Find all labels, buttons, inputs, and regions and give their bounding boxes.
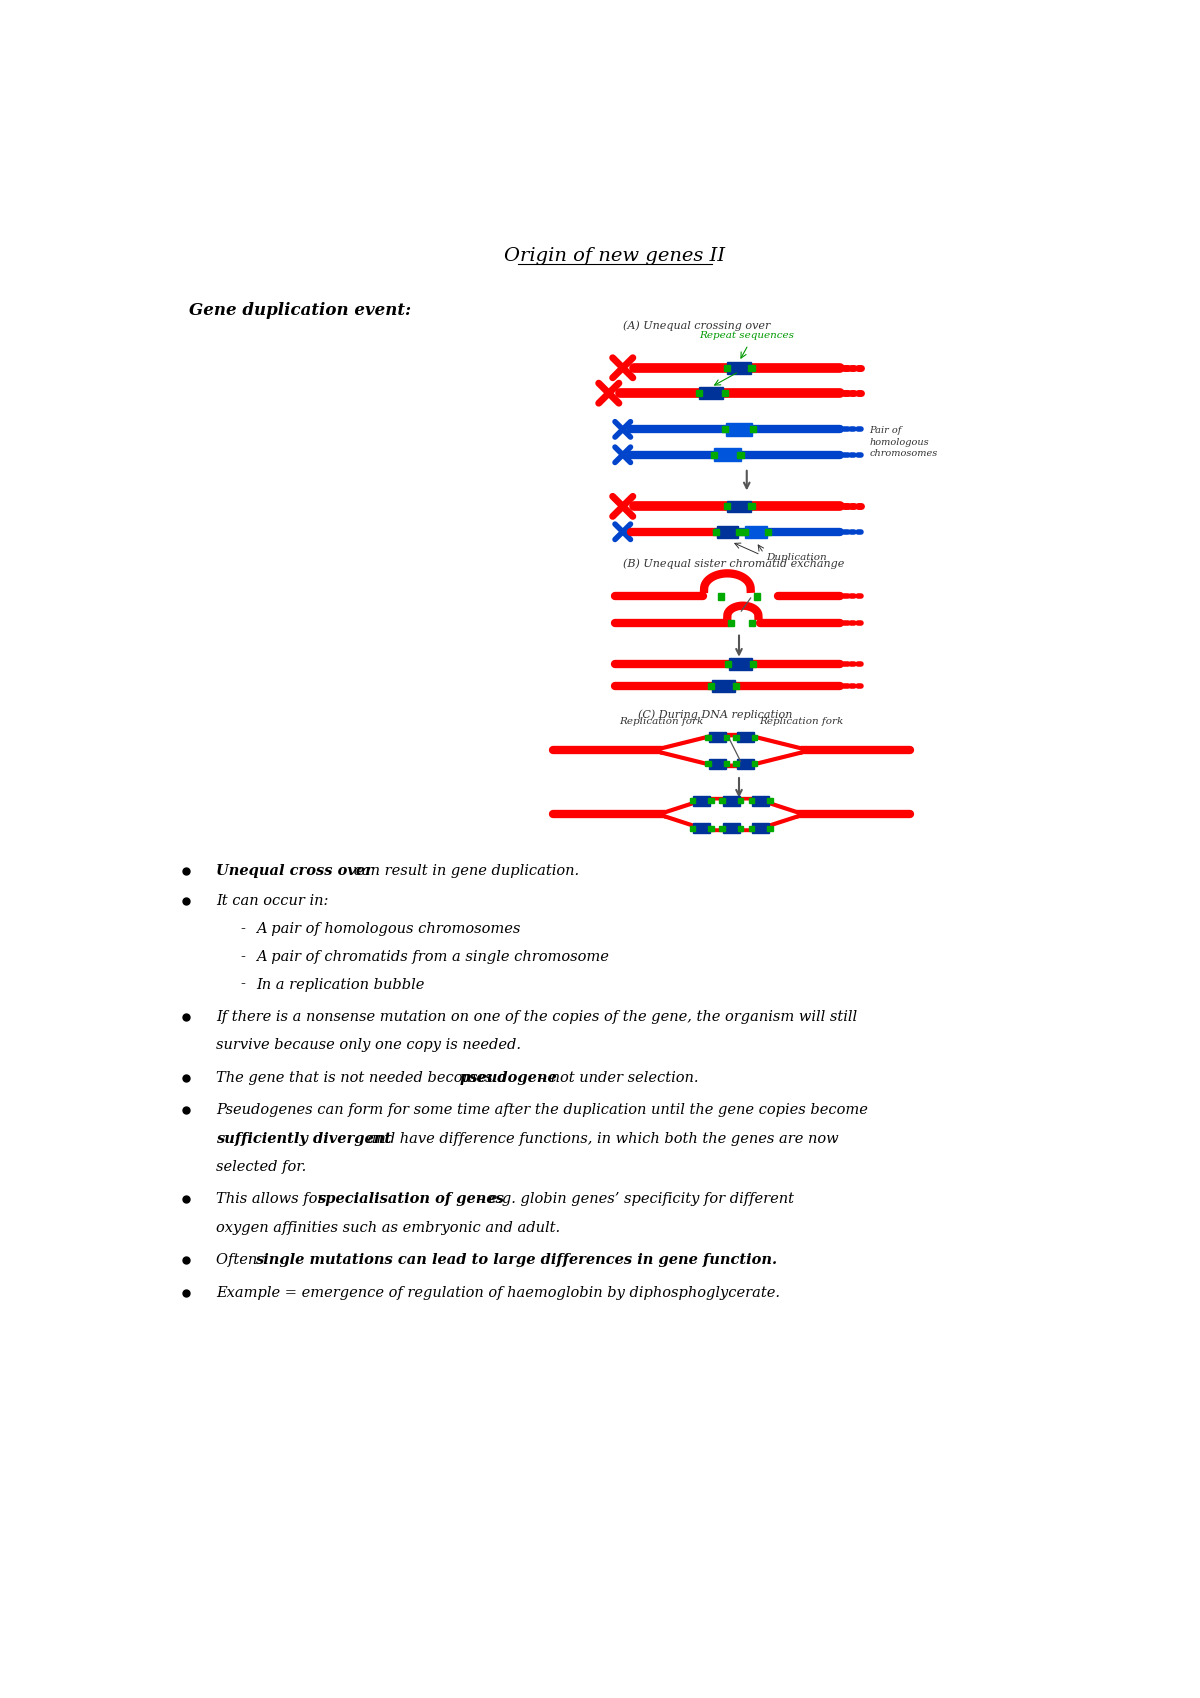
Bar (708, 825, 714, 830)
Text: -: - (241, 949, 246, 964)
Bar (754, 593, 760, 599)
Bar (726, 423, 752, 436)
Bar (724, 735, 730, 740)
Bar (725, 661, 731, 667)
Bar (745, 526, 767, 538)
Bar (767, 798, 773, 803)
Text: Unequal cross over: Unequal cross over (216, 864, 373, 878)
Text: Replication fork: Replication fork (758, 717, 844, 725)
Bar (700, 387, 722, 399)
Text: -: - (241, 922, 246, 936)
Text: Origin of new genes II: Origin of new genes II (504, 248, 726, 265)
Text: Example = emergence of regulation of haemoglobin by diphosphoglycerate.: Example = emergence of regulation of hae… (216, 1285, 780, 1299)
Bar (733, 735, 739, 740)
Bar (750, 661, 756, 667)
Bar (737, 759, 754, 769)
Bar (690, 825, 695, 830)
Text: It can occur in:: It can occur in: (216, 895, 329, 908)
Bar (718, 593, 725, 599)
Bar (727, 362, 751, 374)
Bar (712, 452, 718, 458)
Text: can result in gene duplication.: can result in gene duplication. (349, 864, 580, 878)
Text: (A) Unequal crossing over: (A) Unequal crossing over (623, 321, 770, 331)
Bar (728, 659, 752, 671)
Bar (708, 798, 714, 803)
Polygon shape (661, 737, 802, 764)
Bar (752, 824, 769, 834)
Text: In a replication bubble: In a replication bubble (256, 978, 425, 992)
Bar (719, 798, 725, 803)
Bar (733, 761, 739, 766)
Text: specialisation of genes: specialisation of genes (317, 1192, 504, 1206)
Bar (767, 825, 773, 830)
Bar (708, 683, 714, 689)
Bar (714, 448, 740, 462)
Text: Gene duplication event:: Gene duplication event: (188, 302, 410, 319)
Text: The gene that is not needed becomes a: The gene that is not needed becomes a (216, 1071, 510, 1085)
Bar (694, 824, 710, 834)
Bar (728, 620, 734, 627)
Bar (722, 795, 739, 805)
Bar (749, 365, 755, 370)
Text: – e.g. globin genes’ specificity for different: – e.g. globin genes’ specificity for dif… (472, 1192, 793, 1206)
Bar (752, 795, 769, 805)
Text: and have difference functions, in which both the genes are now: and have difference functions, in which … (364, 1131, 839, 1146)
Bar (749, 620, 755, 627)
Bar (694, 795, 710, 805)
Bar (749, 825, 754, 830)
Bar (727, 501, 751, 513)
Text: Often: Often (216, 1253, 262, 1267)
Text: pseudogene: pseudogene (460, 1071, 558, 1085)
Text: survive because only one copy is needed.: survive because only one copy is needed. (216, 1039, 521, 1053)
Bar (751, 735, 757, 740)
Polygon shape (665, 800, 797, 829)
Bar (696, 391, 702, 396)
Text: (C) During DNA replication: (C) During DNA replication (638, 710, 793, 720)
Text: (B) Unequal sister chromatid exchange: (B) Unequal sister chromatid exchange (623, 559, 844, 569)
Bar (724, 503, 730, 509)
Bar (736, 528, 742, 535)
Text: This allows for: This allows for (216, 1192, 329, 1206)
Bar (713, 528, 719, 535)
Text: A pair of chromatids from a single chromosome: A pair of chromatids from a single chrom… (256, 949, 610, 964)
Bar (709, 732, 726, 742)
Text: Duplication: Duplication (766, 552, 827, 562)
Text: Pair of
homologous
chromosomes: Pair of homologous chromosomes (869, 426, 937, 458)
Bar (722, 824, 739, 834)
Bar (712, 679, 736, 691)
Bar (724, 365, 730, 370)
Bar (751, 761, 757, 766)
Text: If there is a nonsense mutation on one of the copies of the gene, the organism w: If there is a nonsense mutation on one o… (216, 1010, 857, 1024)
Bar (719, 825, 725, 830)
Bar (706, 735, 710, 740)
Text: sufficiently divergent: sufficiently divergent (216, 1131, 391, 1146)
Bar (716, 526, 738, 538)
Bar (709, 759, 726, 769)
Bar (750, 426, 756, 433)
Bar (738, 798, 743, 803)
Text: -: - (241, 978, 246, 992)
Text: Replication fork: Replication fork (619, 717, 703, 725)
Bar (737, 732, 754, 742)
Text: A pair of homologous chromosomes: A pair of homologous chromosomes (256, 922, 521, 936)
Bar (706, 761, 710, 766)
Text: oxygen affinities such as embryonic and adult.: oxygen affinities such as embryonic and … (216, 1221, 560, 1234)
Bar (724, 761, 730, 766)
Bar (749, 503, 755, 509)
Text: single mutations can lead to large differences in gene function.: single mutations can lead to large diffe… (254, 1253, 776, 1267)
Bar (722, 391, 728, 396)
Bar (742, 528, 749, 535)
Text: Repeat sequences: Repeat sequences (700, 331, 794, 340)
Text: Pseudogenes can form for some time after the duplication until the gene copies b: Pseudogenes can form for some time after… (216, 1104, 868, 1117)
Bar (733, 683, 739, 689)
Bar (738, 452, 744, 458)
Bar (722, 426, 728, 433)
Bar (738, 825, 743, 830)
Bar (749, 798, 754, 803)
Bar (690, 798, 695, 803)
Bar (764, 528, 770, 535)
Text: selected for.: selected for. (216, 1160, 306, 1173)
Text: – not under selection.: – not under selection. (534, 1071, 698, 1085)
